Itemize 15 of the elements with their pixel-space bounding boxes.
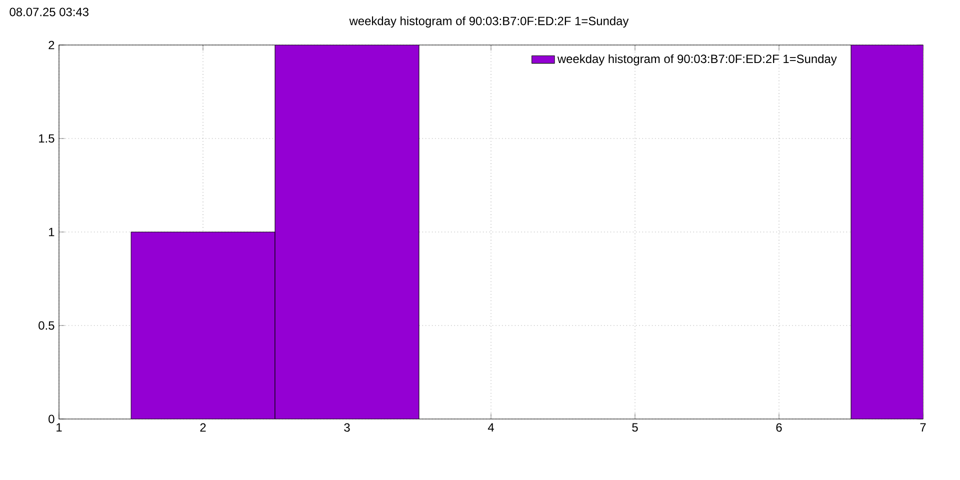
chart-title: weekday histogram of 90:03:B7:0F:ED:2F 1=Sunday — [349, 16, 629, 28]
text: 08.07.25 03:43 — [10, 8, 88, 16]
x-tick-label: 7 — [920, 423, 926, 432]
x-tick-label: 4 — [488, 423, 494, 432]
y-tick-label: 1 — [49, 228, 54, 236]
x-tick-label: 3 — [344, 423, 350, 432]
y-tick-label: 0 — [48, 414, 54, 424]
y-tick-label: 1.5 — [39, 134, 54, 143]
x-tick-label: 5 — [632, 423, 638, 432]
y-tick-label: 2 — [48, 40, 54, 50]
legend-label: weekday histogram of 90:03:B7:0F:ED:2F 1=Sunday — [557, 54, 837, 66]
x-tick-label: 6 — [776, 423, 782, 432]
y-tick-label: 0.5 — [38, 321, 54, 330]
x-tick-label: 1 — [56, 423, 62, 432]
x-tick-label: 2 — [200, 423, 206, 432]
